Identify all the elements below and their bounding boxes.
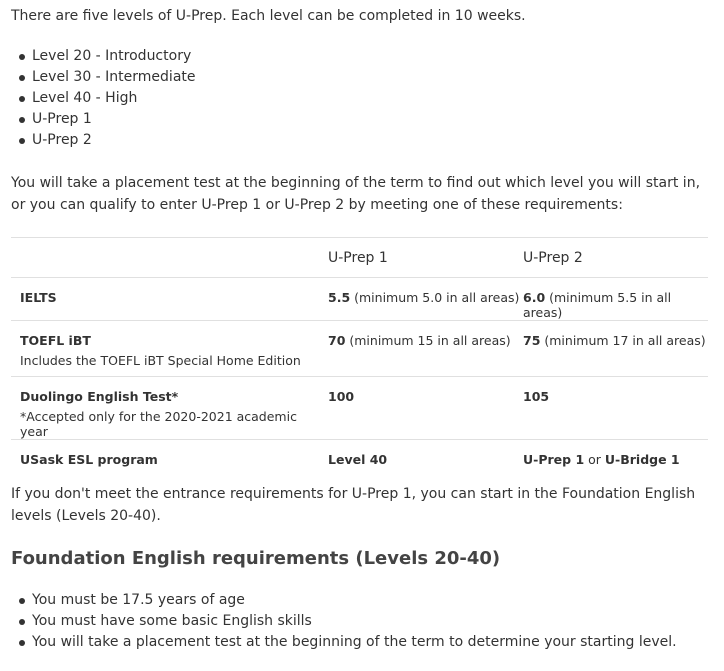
row-label: USask ESL program bbox=[20, 452, 158, 467]
score: 105 bbox=[523, 389, 550, 404]
score-note: (minimum 5.0 in all areas) bbox=[350, 290, 520, 305]
table-row: IELTS 5.5 (minimum 5.0 in all areas) 6.0… bbox=[11, 277, 708, 321]
score-note: (minimum 17 in all areas) bbox=[540, 333, 706, 348]
header-cell bbox=[11, 237, 328, 278]
score: 100 bbox=[328, 389, 355, 404]
intro-text: There are five levels of U-Prep. Each le… bbox=[11, 8, 526, 24]
levels-list: Level 20 - Introductory Level 30 - Inter… bbox=[11, 46, 196, 151]
placement-text: You will take a placement test at the be… bbox=[11, 175, 701, 213]
score-note: (minimum 15 in all areas) bbox=[345, 333, 511, 348]
list-item: U-Prep 1 bbox=[11, 109, 196, 130]
table-header-row: U-Prep 1 U-Prep 2 bbox=[11, 237, 708, 278]
list-item: Level 40 - High bbox=[11, 88, 196, 109]
header-cell: U-Prep 1 bbox=[328, 237, 523, 278]
requirements-table: U-Prep 1 U-Prep 2 IELTS 5.5 (minimum 5.0… bbox=[11, 237, 708, 477]
list-item: Level 30 - Intermediate bbox=[11, 67, 196, 88]
header-cell: U-Prep 2 bbox=[523, 237, 708, 278]
table-row: USask ESL program Level 40 U-Prep 1 or U… bbox=[11, 439, 708, 477]
row-label: IELTS bbox=[20, 290, 57, 305]
score: Level 40 bbox=[328, 452, 388, 467]
row-note: Includes the TOEFL iBT Special Home Edit… bbox=[20, 353, 301, 368]
list-item: You must have some basic English skills bbox=[11, 611, 677, 632]
score: U-Bridge 1 bbox=[604, 452, 680, 467]
score-note: (minimum 5.5 in all areas) bbox=[523, 290, 672, 320]
row-label: Duolingo English Test* bbox=[20, 389, 179, 404]
score: U-Prep 1 bbox=[523, 452, 585, 467]
foundation-heading: Foundation English requirements (Levels … bbox=[11, 548, 501, 569]
score: 75 bbox=[523, 333, 541, 348]
score: 70 bbox=[328, 333, 346, 348]
score: 5.5 bbox=[328, 290, 351, 305]
score: 6.0 bbox=[523, 290, 546, 305]
table-row: TOEFL iBT Includes the TOEFL iBT Special … bbox=[11, 320, 708, 377]
foundation-list: You must be 17.5 years of age You must h… bbox=[11, 590, 677, 653]
table-row: Duolingo English Test* *Accepted only for… bbox=[11, 376, 708, 440]
foundation-note: If you don't meet the entrance requireme… bbox=[11, 486, 696, 524]
score-note: or bbox=[584, 452, 605, 467]
list-item: You will take a placement test at the be… bbox=[11, 632, 677, 653]
row-label: TOEFL iBT bbox=[20, 333, 91, 348]
list-item: Level 20 - Introductory bbox=[11, 46, 196, 67]
list-item: U-Prep 2 bbox=[11, 130, 196, 151]
row-note: *Accepted only for the 2020-2021 academi… bbox=[20, 409, 297, 439]
list-item: You must be 17.5 years of age bbox=[11, 590, 677, 611]
